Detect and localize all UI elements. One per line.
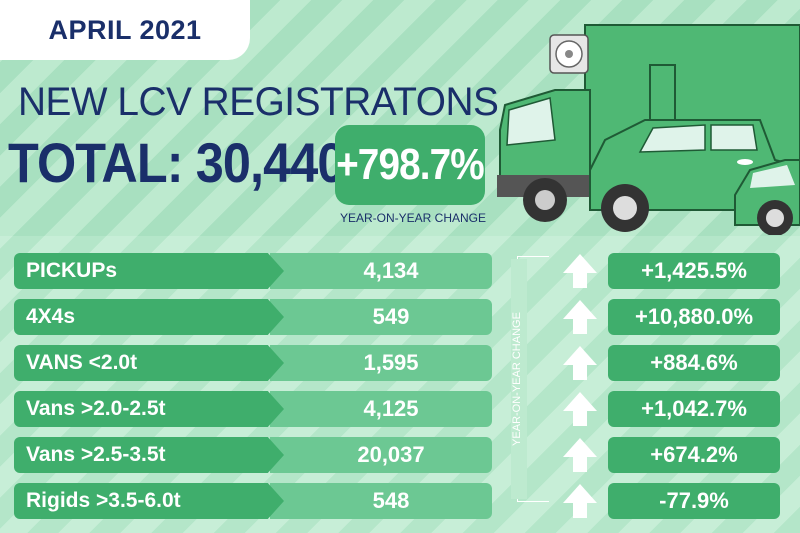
arrow-up-icon	[563, 484, 597, 518]
row-2-value: 549	[270, 299, 492, 335]
truck-windscreen	[506, 97, 556, 146]
row-1-value: 4,134	[270, 253, 492, 289]
vertical-change-caption: YEAR-ON-YEAR CHANGE	[511, 259, 527, 499]
pickup-logo	[737, 159, 753, 165]
row-4-label: Vans >2.0-2.5t	[14, 391, 284, 427]
change-caption: YEAR-ON-YEAR CHANGE	[340, 211, 487, 225]
row-1-change: +1,425.5%	[608, 253, 780, 289]
row-5-value: 20,037	[270, 437, 492, 473]
row-3-label: VANS <2.0t	[14, 345, 284, 381]
total-change-badge: +798.7%	[335, 125, 485, 205]
row-5-change: +674.2%	[608, 437, 780, 473]
arrow-up-icon	[563, 392, 597, 426]
row-4-change: +1,042.7%	[608, 391, 780, 427]
vehicles-illustration	[497, 24, 800, 235]
row-6-change: -77.9%	[608, 483, 780, 519]
pickup-window-front	[638, 124, 706, 153]
arrow-up-icon	[563, 346, 597, 380]
arrow-up-icon	[563, 254, 597, 288]
row-6-value: 548	[270, 483, 492, 519]
row-2-label: 4X4s	[14, 299, 284, 335]
total-change-value: +798.7%	[336, 140, 485, 189]
arrow-up-icon	[563, 438, 597, 472]
row-3-change: +884.6%	[608, 345, 780, 381]
row-5-label: Vans >2.5-3.5t	[14, 437, 284, 473]
row-1-label: PICKUPs	[14, 253, 284, 289]
row-6-label: Rigids >3.5-6.0t	[14, 483, 284, 519]
date-label: APRIL 2021	[48, 14, 202, 45]
date-badge: APRIL 2021	[0, 0, 250, 60]
row-3-value: 1,595	[270, 345, 492, 381]
headline: NEW LCV REGISTRATONS	[18, 80, 499, 124]
pickup-window-rear	[710, 124, 758, 151]
total-registrations: TOTAL: 30,440	[8, 131, 345, 194]
row-4-value: 4,125	[270, 391, 492, 427]
arrow-up-icon	[563, 300, 597, 334]
row-2-change: +10,880.0%	[608, 299, 780, 335]
car-window	[750, 165, 795, 188]
